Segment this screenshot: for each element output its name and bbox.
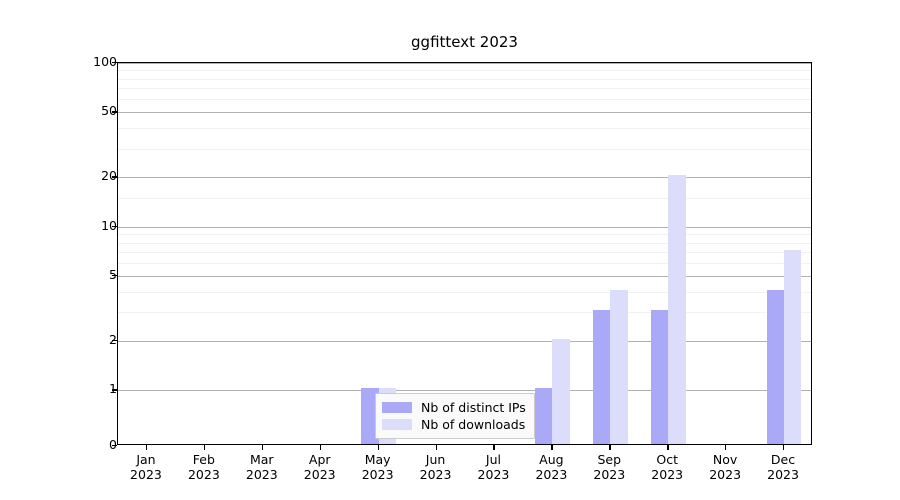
x-tick-mark (609, 445, 611, 450)
gridline-minor (118, 312, 811, 314)
gridline-major (118, 63, 811, 64)
legend-item-label: Nb of distinct IPs (421, 400, 526, 415)
x-tick-mark (319, 445, 321, 450)
gridline-major (118, 390, 811, 392)
gridline-minor (118, 197, 811, 199)
x-tick-mark (667, 445, 669, 450)
y-tick-label: 20 (101, 168, 117, 184)
gridline-minor (118, 234, 811, 236)
x-tick-label: May 2023 (361, 452, 394, 482)
x-tick-label: Jul 2023 (477, 452, 510, 482)
y-tick-mark (112, 225, 117, 228)
y-tick-mark (112, 340, 117, 342)
x-tick-label: Apr 2023 (303, 452, 336, 482)
bar (650, 310, 669, 444)
gridline-minor (118, 263, 811, 265)
x-tick-label: Jun 2023 (419, 452, 452, 482)
legend-swatch-icon (382, 402, 412, 413)
gridline-minor (118, 88, 811, 90)
gridline-minor (118, 78, 811, 80)
x-tick-label: Oct 2023 (651, 452, 684, 482)
legend-item-0[interactable]: Nb of distinct IPs (382, 399, 526, 416)
legend-item-1[interactable]: Nb of downloads (382, 416, 526, 433)
x-tick-mark (493, 445, 495, 450)
x-tick-label: Mar 2023 (245, 452, 278, 482)
gridline-minor (118, 148, 811, 150)
x-tick-label: Aug 2023 (535, 452, 568, 482)
gridline-minor (118, 252, 811, 254)
y-tick-label: 50 (101, 103, 117, 119)
y-tick-mark (112, 62, 117, 64)
x-tick-mark (725, 445, 727, 450)
y-tick-mark (112, 445, 117, 447)
gridline-major (118, 112, 811, 114)
gridline-major (118, 276, 811, 278)
gridline-minor (118, 128, 811, 130)
x-tick-label: Feb 2023 (187, 452, 220, 482)
y-tick-mark (112, 176, 117, 178)
x-tick-label: Nov 2023 (709, 452, 742, 482)
gridline-minor (118, 99, 811, 101)
y-tick-label: 0 (73, 438, 117, 451)
y-tick-mark (112, 111, 117, 113)
x-tick-mark (145, 445, 148, 450)
x-axis: Jan 2023 Feb 2023 Mar 2023 Apr 2023 May 2023… (117, 445, 812, 495)
gridline-minor (118, 291, 811, 293)
gridline-major (118, 341, 811, 343)
bar (784, 250, 802, 444)
bar (361, 388, 379, 444)
gridline-major (118, 226, 811, 228)
gridline-minor (118, 242, 811, 244)
bar (535, 388, 553, 444)
y-tick-label: 1 (73, 383, 117, 396)
gridline-major (118, 177, 811, 179)
legend-swatch-icon (382, 419, 412, 430)
bars-layer (118, 63, 811, 444)
y-tick-mark (112, 389, 117, 391)
x-tick-mark (203, 445, 206, 450)
y-tick-label: 2 (73, 333, 117, 346)
x-tick-label: Jan 2023 (130, 452, 162, 482)
x-tick-label: Dec 2023 (767, 452, 799, 482)
x-tick-mark (261, 445, 264, 450)
y-tick-label: 100 (93, 54, 117, 69)
bar (592, 310, 611, 444)
legend-item-label: Nb of downloads (421, 417, 526, 432)
chart-title: ggfittext 2023 (411, 33, 518, 51)
bar (610, 289, 628, 444)
chart-legend[interactable]: Nb of distinct IPs Nb of downloads (375, 393, 535, 439)
y-tick-label: 10 (101, 217, 117, 233)
x-tick-mark (435, 445, 437, 450)
bar (766, 289, 785, 444)
bar (552, 339, 570, 444)
y-axis: 0 1 2 5 10 20 50 100 (60, 55, 117, 451)
x-tick-mark (783, 445, 785, 450)
x-tick-mark (551, 445, 553, 450)
gridline-minor (118, 70, 811, 72)
x-tick-mark (377, 445, 379, 450)
y-tick-mark (112, 275, 117, 277)
plot-area (117, 62, 812, 445)
x-tick-label: Sep 2023 (593, 452, 626, 482)
y-tick-label: 5 (73, 268, 117, 281)
bar (668, 175, 686, 444)
